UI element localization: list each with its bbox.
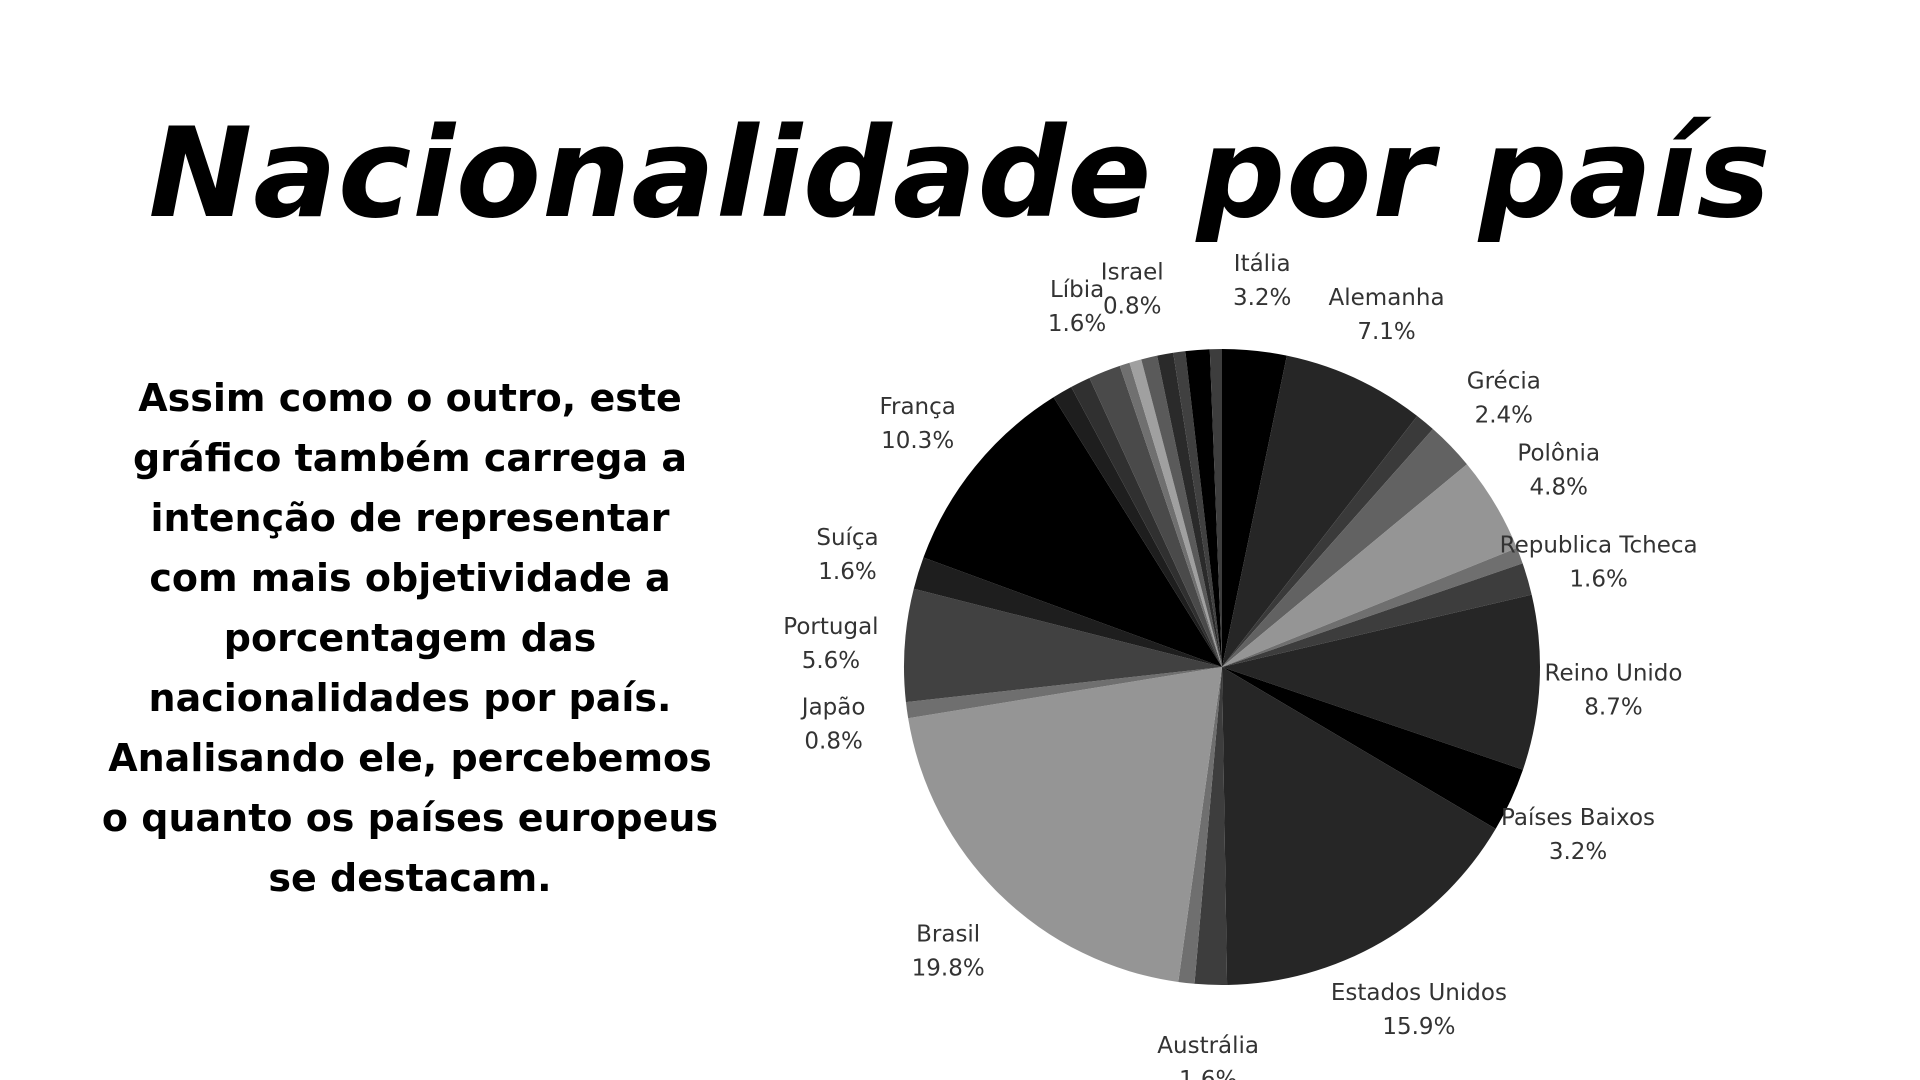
pie-label-israel: Israel 0.8% [1101, 259, 1164, 319]
pie-slice-brasil [908, 667, 1222, 982]
pie-slice-unlabeled-2 [1222, 415, 1433, 667]
pie-label-value: 1.6% [1569, 566, 1627, 592]
pie-label-australia: Austrália 1.6% [1157, 1033, 1259, 1080]
body-text: Assim como o outro, este gráfico também … [101, 376, 719, 900]
pie-label-suica: Suíça 1.6% [816, 525, 878, 585]
pie-label-alemanha: Alemanha 7.1% [1329, 285, 1445, 345]
pie-slice-unlabeled-17 [1053, 387, 1222, 667]
pie-label-reino-unido: Reino Unido 8.7% [1545, 660, 1683, 720]
pie-slice-estados-unidos [1222, 667, 1496, 985]
pie-slice-unlabeled-26 [1209, 349, 1222, 667]
pie-label-value: 8.7% [1584, 694, 1642, 720]
pie-label-value: 5.6% [802, 648, 860, 674]
pie-slice-franca [923, 397, 1222, 667]
pie-label-name: Países Baixos [1501, 805, 1655, 831]
pie-label-value: 3.2% [1549, 839, 1607, 865]
pie-label-name: Suíça [816, 525, 878, 551]
pie-label-estados-unidos: Estados Unidos 15.9% [1331, 980, 1507, 1040]
pie-label-value: 3.2% [1233, 285, 1291, 311]
pie-slice-unlabeled-18 [1071, 377, 1222, 667]
pie-label-japao: Japão 0.8% [800, 694, 866, 754]
pie-label-name: Grécia [1467, 369, 1541, 395]
pie-slice-alemanha [1222, 355, 1418, 667]
pie-label-italia: Itália 3.2% [1233, 251, 1291, 311]
pie-slice-israel [1141, 355, 1222, 667]
pie-label-value: 10.3% [881, 428, 954, 454]
pie-label-value: 1.6% [1048, 311, 1106, 337]
pie-slice-australia [1194, 667, 1228, 985]
pie-slice-unlabeled-5 [1222, 548, 1523, 667]
pie-slice-unlabeled-23 [1157, 352, 1222, 667]
pie-label-name: Portugal [783, 614, 878, 640]
pie-slice-portugal [904, 588, 1222, 703]
pie-label-franca: França 10.3% [879, 394, 955, 454]
pie-label-name: Alemanha [1329, 285, 1445, 311]
pie-label-name: Líbia [1050, 277, 1104, 303]
pie-label-name: Estados Unidos [1331, 980, 1507, 1006]
pie-label-value: 2.4% [1475, 403, 1533, 429]
pie-slice-suica [913, 557, 1222, 667]
pie-label-republica-tcheca: Republica Tcheca 1.6% [1500, 532, 1698, 592]
pie-label-name: Austrália [1157, 1033, 1259, 1059]
pie-label-paises-baixos: Países Baixos 3.2% [1501, 805, 1655, 865]
page-title: Nacionalidade por país [148, 102, 1772, 246]
pie-label-name: Polônia [1517, 440, 1600, 466]
pie-label-value: 0.8% [1103, 293, 1161, 319]
pie-slice-grecia [1222, 429, 1467, 667]
pie-label-value: 19.8% [912, 956, 985, 982]
pie-label-value: 15.9% [1382, 1014, 1455, 1040]
pie-slice-republica-tcheca [1222, 563, 1532, 667]
pie-label-name: França [879, 394, 955, 420]
pie-label-grecia: Grécia 2.4% [1467, 369, 1541, 429]
pie-labels: Itália 3.2% Alemanha 7.1% Grécia 2.4% Polônia 4… [783, 251, 1697, 1080]
pie-label-value: 7.1% [1357, 319, 1415, 345]
pie-label-value: 4.8% [1530, 474, 1588, 500]
pie-slice-italia [1222, 349, 1287, 667]
pie-label-value: 1.6% [818, 559, 876, 585]
pie-slice-unlabeled-25 [1185, 349, 1222, 667]
pie-label-name: Itália [1234, 251, 1291, 277]
pie-label-value: 1.6% [1179, 1067, 1237, 1080]
pie-label-polonia: Polônia 4.8% [1517, 440, 1600, 500]
pie-slice-japao [905, 667, 1222, 719]
pie-label-brasil: Brasil 19.8% [912, 922, 985, 982]
pie-slice-reino-unido [1222, 594, 1540, 770]
pie-slice-unlabeled-20 [1119, 362, 1222, 667]
pie-label-name: Brasil [916, 922, 980, 948]
pie-slices [904, 349, 1540, 985]
pie-label-name: Israel [1101, 259, 1164, 285]
pie-label-name: Japão [800, 694, 866, 720]
pie-slice-unlabeled-11 [1178, 667, 1222, 984]
pie-slice-unlabeled-24 [1173, 351, 1222, 667]
pie-label-libia: Líbia 1.6% [1048, 277, 1106, 337]
pie-slice-libia [1089, 365, 1222, 667]
pie-slice-unlabeled-21 [1129, 359, 1222, 667]
pie-label-portugal: Portugal 5.6% [783, 614, 878, 674]
pie-label-name: Reino Unido [1545, 660, 1683, 686]
pie-slice-polonia [1222, 464, 1517, 667]
pie-label-value: 0.8% [804, 728, 862, 754]
pie-slice-paises-baixos [1222, 667, 1523, 829]
pie-label-name: Republica Tcheca [1500, 532, 1698, 558]
